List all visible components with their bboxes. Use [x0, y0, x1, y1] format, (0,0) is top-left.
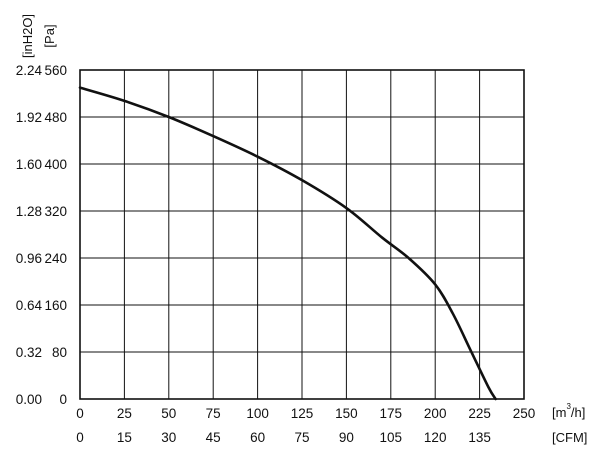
x-tick-label: 100 — [246, 406, 269, 421]
y-tick-label: 1.92 — [16, 110, 42, 125]
y-tick-label: 0.64 — [16, 298, 43, 313]
x-axis-unit-sup: 3 — [566, 402, 571, 411]
grid — [79, 69, 525, 400]
x-tick-label: 75 — [206, 406, 221, 421]
y-secondary-tick-label: 160 — [44, 298, 67, 313]
x-tick-label: 125 — [291, 406, 314, 421]
y-tick-label: 1.60 — [16, 157, 42, 172]
x-tick-label: 25 — [117, 406, 132, 421]
x-secondary-tick-label: 60 — [250, 430, 265, 445]
y-secondary-tick-label: 480 — [44, 110, 67, 125]
x-tick-label: 50 — [161, 406, 176, 421]
y-axis-unit-pa: [Pa] — [42, 24, 57, 47]
performance-curve — [78, 86, 497, 401]
x-tick-label: 250 — [513, 406, 536, 421]
y-secondary-tick-label: 400 — [44, 157, 67, 172]
x-secondary-tick-label: 120 — [424, 430, 447, 445]
x-secondary-tick-label: 90 — [339, 430, 354, 445]
x-secondary-tick-label: 0 — [76, 430, 84, 445]
x-axis-unit-cfm: [CFM] — [552, 430, 587, 445]
y-secondary-tick-label: 0 — [59, 392, 67, 407]
y-secondary-tick-label: 240 — [44, 251, 67, 266]
x-secondary-tick-label: 135 — [468, 430, 491, 445]
x-tick-label: 150 — [335, 406, 358, 421]
x-axis-unit-suffix: /h] — [571, 405, 585, 420]
x-axis-unit-m3h: [m3/h] — [552, 402, 585, 420]
x-axis-unit-prefix: [m — [552, 405, 566, 420]
x-secondary-tick-label: 45 — [206, 430, 221, 445]
y-secondary-tick-label: 560 — [44, 63, 67, 78]
y-secondary-tick-label: 80 — [52, 345, 67, 360]
x-secondary-tick-label: 30 — [161, 430, 176, 445]
x-secondary-tick-label: 75 — [294, 430, 309, 445]
y-tick-label: 1.28 — [16, 204, 42, 219]
y-secondary-tick-label: 320 — [44, 204, 67, 219]
x-tick-label: 200 — [424, 406, 447, 421]
y-tick-label: 0.00 — [16, 392, 42, 407]
x-tick-label: 225 — [468, 406, 491, 421]
plot-frame — [79, 69, 525, 400]
x-tick-label: 175 — [380, 406, 403, 421]
y-axis-unit-inh2o: [inH2O] — [20, 14, 35, 58]
y-tick-label: 0.32 — [16, 345, 42, 360]
curve-layer — [78, 86, 497, 401]
tick-labels: 0 25 50 75 100 125 150 175 200 225 250 0 15 30 45 60 75 9… — [16, 63, 536, 445]
y-tick-label: 0.96 — [16, 251, 42, 266]
x-tick-label: 0 — [76, 406, 84, 421]
y-tick-label: 2.24 — [16, 63, 43, 78]
x-secondary-tick-label: 15 — [117, 430, 132, 445]
x-secondary-tick-label: 105 — [380, 430, 403, 445]
